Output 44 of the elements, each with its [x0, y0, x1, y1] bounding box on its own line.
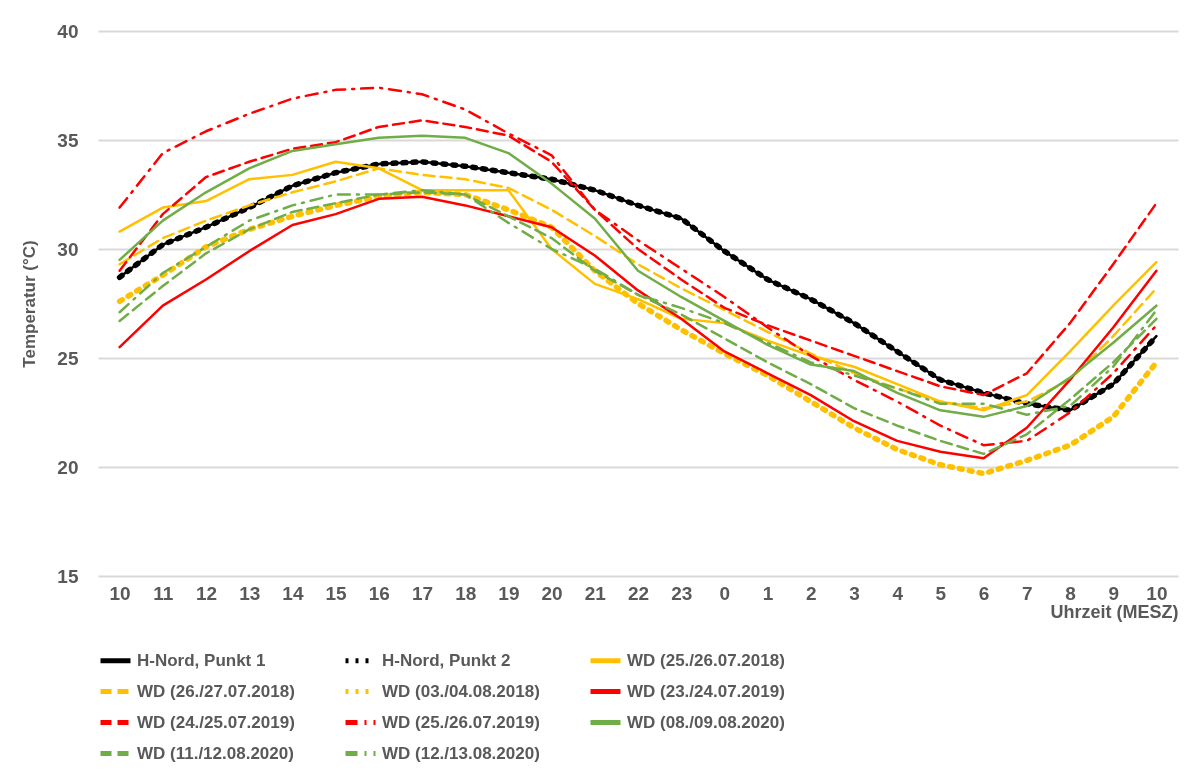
legend-label: WD (12./13.08.2020)	[382, 743, 540, 763]
legend-label: WD (25./26.07.2019)	[382, 712, 540, 732]
x-tick-label: 16	[368, 582, 390, 604]
legend-label: WD (23./24.07.2019)	[627, 681, 785, 701]
x-tick-label: 1	[762, 582, 774, 604]
legend-label: H-Nord, Punkt 2	[382, 650, 511, 670]
y-tick-label: 20	[57, 456, 79, 478]
y-axis-title: Temperatur (°C)	[20, 240, 40, 368]
x-tick-label: 17	[411, 582, 434, 604]
x-tick-label: 9	[1108, 582, 1119, 604]
x-tick-label: 15	[325, 582, 348, 604]
legend-label: WD (26./27.07.2018)	[137, 681, 295, 701]
x-tick-label: 6	[978, 582, 990, 604]
x-tick-label: 7	[1022, 582, 1033, 604]
x-tick-label: 5	[935, 582, 947, 604]
legend-label: WD (25./26.07.2018)	[627, 650, 785, 670]
legend-label: WD (03./04.08.2018)	[382, 681, 540, 701]
y-tick-label: 15	[57, 565, 79, 587]
x-tick-label: 8	[1065, 582, 1076, 604]
x-tick-label: 10	[109, 582, 131, 604]
x-tick-label: 2	[806, 582, 817, 604]
y-tick-label: 30	[57, 238, 79, 260]
x-tick-label: 22	[627, 582, 650, 604]
legend-label: H-Nord, Punkt 1	[137, 650, 266, 670]
x-tick-label: 18	[455, 582, 477, 604]
x-tick-label: 12	[195, 582, 218, 604]
x-tick-label: 20	[541, 582, 563, 604]
x-tick-label: 19	[498, 582, 520, 604]
y-tick-label: 35	[57, 129, 79, 151]
x-tick-label: 11	[153, 582, 174, 604]
x-tick-label: 4	[892, 582, 904, 604]
legend-label: WD (11./12.08.2020)	[137, 743, 294, 763]
y-tick-label: 40	[57, 20, 79, 42]
x-tick-label: 14	[282, 582, 304, 604]
legend-label: WD (24./25.07.2019)	[137, 712, 295, 732]
x-tick-label: 10	[1146, 582, 1168, 604]
x-tick-label: 23	[671, 582, 693, 604]
x-tick-label: 13	[239, 582, 261, 604]
x-tick-label: 3	[849, 582, 860, 604]
x-tick-label: 21	[584, 582, 607, 604]
x-tick-label: 0	[719, 582, 731, 604]
legend-label: WD (08./09.08.2020)	[627, 712, 785, 732]
y-tick-label: 25	[57, 347, 79, 369]
x-axis-title: Uhrzeit (MESZ)	[1050, 601, 1179, 622]
